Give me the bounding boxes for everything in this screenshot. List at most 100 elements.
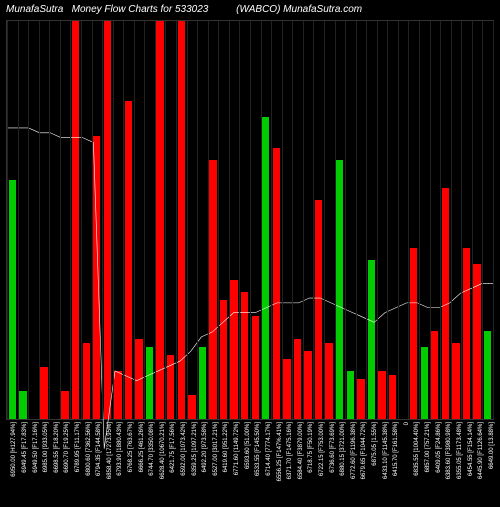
bar-slot [102, 21, 113, 419]
bar-slot [250, 21, 261, 419]
bar-slot [218, 21, 229, 419]
bar-slot [39, 21, 50, 419]
grid-line [345, 21, 346, 419]
bar-slot [387, 21, 398, 419]
bar-slot [292, 21, 303, 419]
grid-line [366, 21, 367, 419]
grid-line [472, 21, 473, 419]
x-label-slot: 6593.60 [51.00%] [239, 420, 250, 500]
x-label-slot: 6985.00 [933.05%] [38, 420, 49, 500]
grid-line [60, 21, 61, 419]
bar-slot [197, 21, 208, 419]
grid-line [324, 21, 325, 419]
x-label-slot: 6592.00 [1073.42%] [176, 420, 187, 500]
x-label-slot: 6794.35 [F144.58%] [91, 420, 102, 500]
bar-slot [398, 21, 409, 419]
grid-line [113, 21, 114, 419]
bar-down [473, 264, 480, 419]
x-label-slot: 6527.00 [3017.21%] [208, 420, 219, 500]
x-label-slot: 6359.25 [1097.21%] [186, 420, 197, 500]
bar-down [230, 280, 237, 419]
bar-down [135, 339, 142, 419]
grid-line [218, 21, 219, 419]
bar-down [273, 148, 280, 419]
grid-line [271, 21, 272, 419]
bar-slot [155, 21, 166, 419]
x-label-slot: 6789.95 [F11.17%] [70, 420, 81, 500]
x-label-slot: 6875.05 [1.55%] [367, 420, 378, 500]
bar-down [315, 200, 322, 419]
grid-line [102, 21, 103, 419]
bar-up [336, 160, 343, 419]
x-label-slot: 6454.55 [F154.14%] [462, 420, 473, 500]
grid-line [419, 21, 420, 419]
bar-slot [134, 21, 145, 419]
bar-slot [176, 21, 187, 419]
grid-line [430, 21, 431, 419]
grid-line [187, 21, 188, 419]
bar-slot [229, 21, 240, 419]
x-label-slot: 6649.00 [13.88%] [483, 420, 494, 500]
x-label-slot: 6355.05 [F1173.48%] [452, 420, 463, 500]
x-label-slot: 6950.00 [H127.94%] [6, 420, 17, 500]
grid-line [261, 21, 262, 419]
bar-slot [377, 21, 388, 419]
bar-down [410, 248, 417, 419]
x-label-slot: 6835.55 [1004.40%] [409, 420, 420, 500]
grid-line [70, 21, 71, 419]
x-label-slot: 6880.15 [3721.00%] [335, 420, 346, 500]
bar-down [431, 331, 438, 419]
bar-up [9, 180, 16, 419]
x-label-slot: 6857.00 [757.21%] [420, 420, 431, 500]
bar-down [304, 351, 311, 419]
grid-line [313, 21, 314, 419]
x-label-slot: 6433.10 [F1145.38%] [377, 420, 388, 500]
bar-slot [451, 21, 462, 419]
grid-line [451, 21, 452, 419]
bar-slot [440, 21, 451, 419]
x-label-slot: 6415.70 [F161.58%] [388, 420, 399, 500]
bar-down [442, 188, 449, 419]
bar-down [389, 375, 396, 419]
bar-slot [144, 21, 155, 419]
chart-area [6, 20, 494, 420]
bar-slot [187, 21, 198, 419]
grid-line [250, 21, 251, 419]
x-label-slot: 6445.90 [F1126.64%] [473, 420, 484, 500]
bar-down [104, 21, 111, 419]
title-mid: Money Flow Charts for 533023 [72, 4, 209, 15]
grid-line [398, 21, 399, 419]
x-label-slot: 6679.65 [F1044.72%] [356, 420, 367, 500]
bar-up [262, 117, 269, 419]
x-label-slot: 6736.60 [F73.69%] [324, 420, 335, 500]
x-label-slot: 6383.60 [F3980.98%] [441, 420, 452, 500]
x-label-slot: 6858.40 [17273.95%] [101, 420, 112, 500]
bar-up [146, 347, 153, 419]
grid-line [356, 21, 357, 419]
x-label-slot: 6698.55 [F18.20%] [48, 420, 59, 500]
grid-line [482, 21, 483, 419]
grid-line [408, 21, 409, 419]
bar-up [19, 391, 26, 419]
grid-line [144, 21, 145, 419]
x-label-slot: 6666.25 [461.26%] [133, 420, 144, 500]
bar-down [220, 300, 227, 419]
bar-slot [60, 21, 71, 419]
x-label-slot: 6722.15 [F753.00%] [314, 420, 325, 500]
bar-slot [334, 21, 345, 419]
bar-down [188, 395, 195, 419]
grid-line [81, 21, 82, 419]
bar-slot [70, 21, 81, 419]
bar-slot [113, 21, 124, 419]
bar-down [72, 21, 79, 419]
grid-line [18, 21, 19, 419]
x-axis-labels: 6950.00 [H127.94%]6949.45 [F17.83%]6949.… [6, 420, 494, 500]
x-label-slot: 6949.50 [F17.16%] [27, 420, 38, 500]
bar-slot [472, 21, 483, 419]
grid-line [387, 21, 388, 419]
bar-slot [345, 21, 356, 419]
bar-slot [461, 21, 472, 419]
x-label-slot: 6718.75 [F50.19%] [303, 420, 314, 500]
bar-up [199, 347, 206, 419]
bar-slot [261, 21, 272, 419]
